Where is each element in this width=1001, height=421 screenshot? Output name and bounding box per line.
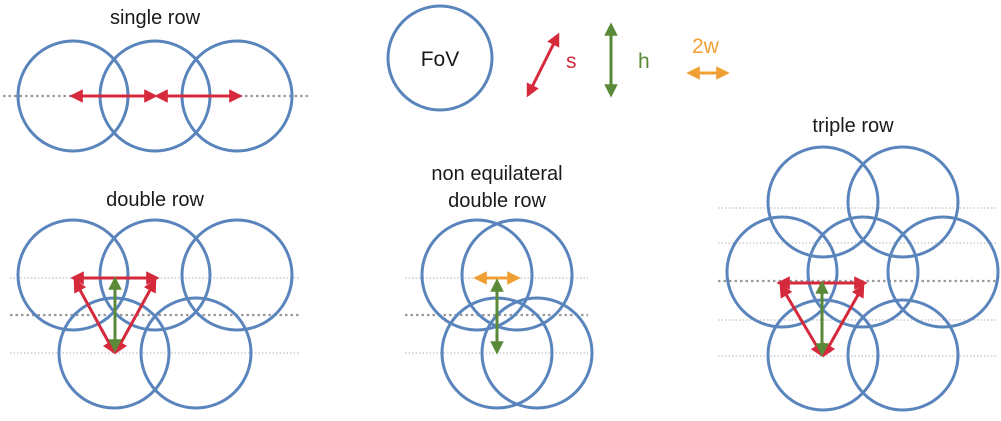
fov-circle	[16, 218, 130, 332]
fov-circle	[766, 145, 880, 259]
s-arrow	[822, 283, 865, 358]
double-row-panel: double row	[10, 189, 300, 410]
s-arrow	[114, 278, 157, 355]
h-legend-label: h	[638, 50, 650, 73]
double-row-title: double row	[106, 189, 204, 211]
fov-circle	[846, 145, 960, 259]
fov-circle	[420, 218, 534, 332]
single-row-title: single row	[110, 7, 201, 29]
fov-circle	[886, 215, 1000, 329]
s-legend-arrow	[526, 32, 560, 98]
single-row-panel: single row	[3, 7, 310, 153]
w-legend-label: 2w	[692, 35, 720, 58]
non-equilateral-title-line2: double row	[448, 190, 546, 212]
s-legend-label: s	[566, 50, 577, 73]
fov-circle	[846, 298, 960, 412]
fov-legend-label: FoV	[421, 48, 460, 71]
triple-row-panel: triple row	[718, 115, 1000, 412]
fov-circle	[460, 218, 574, 332]
fov-circle	[806, 215, 920, 329]
s-arrow	[73, 278, 116, 355]
fov-legend-circle	[386, 4, 494, 112]
fov-circle	[480, 296, 594, 410]
non-equilateral-title-line1: non equilateral	[431, 163, 562, 185]
fov-circle	[180, 218, 294, 332]
non-equilateral-panel: non equilateral double row	[405, 163, 594, 410]
legend: FoV s h 2w	[386, 4, 730, 112]
s-arrow	[779, 283, 824, 358]
triple-row-title: triple row	[812, 115, 894, 137]
